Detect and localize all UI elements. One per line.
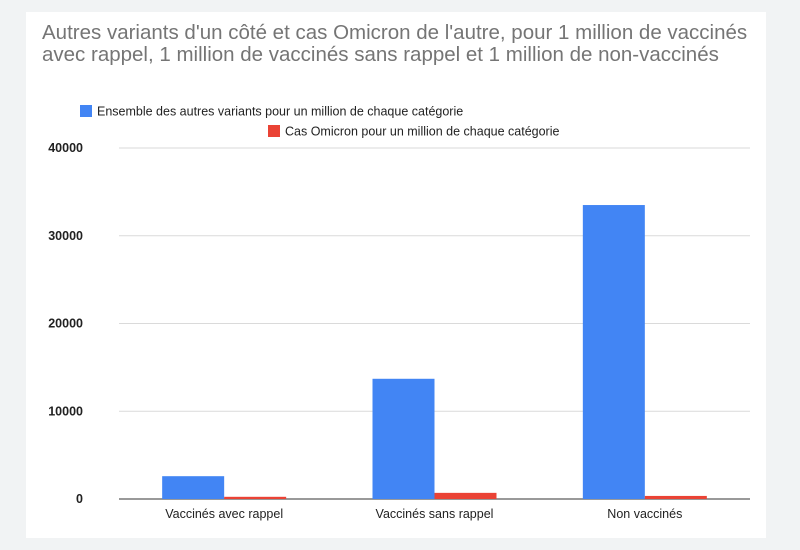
bars (162, 205, 707, 499)
bar-chart: Ensemble des autres variants pour un mil… (48, 105, 750, 521)
y-tick-label-20000: 20000 (48, 317, 83, 331)
y-tick-label-40000: 40000 (48, 141, 83, 155)
y-axis-ticks: 0 10000 20000 30000 40000 (48, 141, 83, 506)
x-category-label-1: Vaccinés avec rappel (165, 507, 283, 521)
legend-swatch-1 (80, 105, 92, 117)
bar-1-3 (582, 205, 645, 499)
bar-1-2 (372, 378, 435, 499)
chart-title: Autres variants d'un côté et cas Omicron… (42, 21, 748, 66)
legend: Ensemble des autres variants pour un mil… (80, 105, 559, 139)
y-tick-label-0: 0 (76, 492, 83, 506)
x-axis-labels: Vaccinés avec rappel Vaccinés sans rappel… (165, 507, 682, 521)
y-tick-label-10000: 10000 (48, 404, 83, 418)
bar-2-3 (644, 495, 707, 499)
x-category-label-3: Non vaccinés (607, 507, 682, 521)
bar-1-1 (162, 476, 225, 499)
chart-card: Autres variants d'un côté et cas Omicron… (26, 12, 766, 538)
legend-label-1: Ensemble des autres variants pour un mil… (97, 105, 463, 119)
bar-2-1 (224, 496, 287, 499)
bar-2-2 (434, 492, 497, 499)
legend-swatch-2 (268, 125, 280, 137)
y-tick-label-30000: 30000 (48, 229, 83, 243)
x-category-label-2: Vaccinés sans rappel (376, 507, 494, 521)
legend-label-2: Cas Omicron pour un million de chaque ca… (285, 125, 559, 139)
